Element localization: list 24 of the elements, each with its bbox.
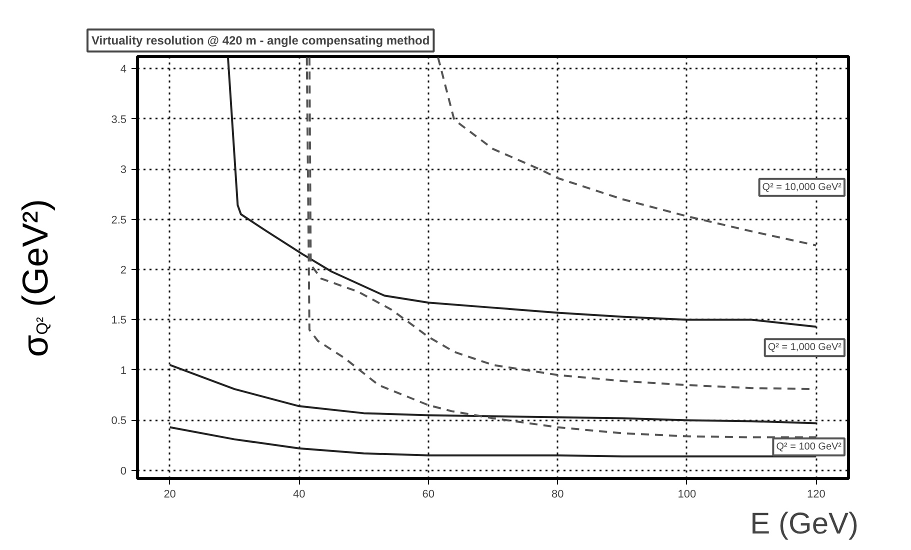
x-tick-label: 120 bbox=[807, 488, 826, 500]
annotation: Q² = 1,000 GeV² bbox=[768, 342, 842, 354]
x-tick-label: 40 bbox=[292, 488, 306, 500]
annotation: Q² = 10,000 GeV² bbox=[762, 182, 842, 193]
y-tick-label: 1.5 bbox=[111, 314, 127, 327]
x-axis-title: E (GeV) bbox=[750, 508, 859, 540]
line-series bbox=[168, 364, 818, 424]
y-tick-label: 2.5 bbox=[111, 214, 127, 226]
y-tick-label: 0.5 bbox=[111, 415, 127, 428]
annotation: Q² = 100 GeV² bbox=[776, 441, 842, 452]
y-tick-label: 4 bbox=[120, 64, 127, 76]
line-series bbox=[437, 56, 818, 246]
y-tick-label: 1 bbox=[120, 364, 127, 377]
x-tick-label: 20 bbox=[164, 488, 176, 500]
y-tick-label: 3.5 bbox=[111, 114, 127, 126]
y-tick-label: 2 bbox=[120, 264, 127, 277]
x-tick-label: 60 bbox=[422, 488, 434, 500]
line-series bbox=[168, 426, 818, 458]
line-series bbox=[226, 56, 818, 328]
y-tick-label: 0 bbox=[120, 465, 127, 478]
chart-title: Virtuality resolution @ 420 m - angle compensating method bbox=[92, 34, 430, 48]
x-tick-label: 80 bbox=[552, 488, 564, 500]
y-tick-label: 3 bbox=[120, 164, 127, 176]
x-tick-label: 100 bbox=[678, 488, 696, 500]
